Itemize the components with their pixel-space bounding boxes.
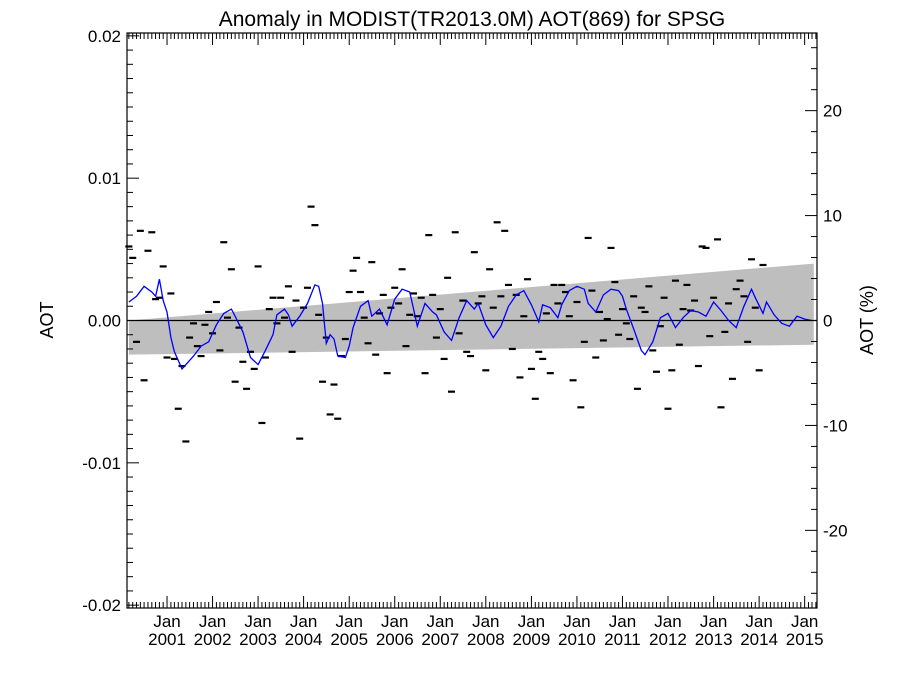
x-tick-year-label: 2012 (649, 630, 687, 649)
x-tick-month-label: Jan (791, 612, 818, 631)
y-tick-label: -0.01 (82, 454, 121, 473)
y-tick-label: 0.02 (88, 27, 121, 46)
x-tick-month-label: Jan (244, 612, 271, 631)
x-tick-year-label: 2002 (194, 630, 232, 649)
x-tick-month-label: Jan (336, 612, 363, 631)
y2-tick-label: 20 (823, 102, 842, 121)
x-tick-year-label: 2008 (467, 630, 505, 649)
x-tick-year-label: 2001 (148, 630, 186, 649)
x-tick-year-label: 2007 (421, 630, 459, 649)
plot-area: 0.020.010.00-0.01-0.0220100-10-20Jan2001… (82, 27, 847, 649)
y2-axis-label: AOT (%) (857, 285, 877, 355)
x-tick-year-label: 2014 (740, 630, 778, 649)
x-tick-year-label: 2006 (376, 630, 414, 649)
x-tick-month-label: Jan (290, 612, 317, 631)
y-tick-label: -0.02 (82, 596, 121, 615)
x-tick-year-label: 2011 (604, 630, 641, 649)
x-tick-month-label: Jan (563, 612, 590, 631)
x-tick-month-label: Jan (654, 612, 681, 631)
x-tick-month-label: Jan (745, 612, 772, 631)
x-tick-month-label: Jan (427, 612, 454, 631)
y-tick-label: 0.01 (88, 169, 121, 188)
x-tick-month-label: Jan (472, 612, 499, 631)
trend-band (128, 263, 814, 355)
smoothed-line (128, 279, 813, 371)
x-tick-month-label: Jan (199, 612, 226, 631)
x-tick-year-label: 2013 (695, 630, 733, 649)
x-tick-year-label: 2005 (330, 630, 368, 649)
y-tick-label: 0.00 (88, 312, 121, 331)
chart-title: Anomaly in MODIST(TR2013.0M) AOT(869) fo… (219, 8, 725, 31)
x-tick-month-label: Jan (153, 612, 180, 631)
x-tick-year-label: 2009 (513, 630, 551, 649)
x-tick-month-label: Jan (518, 612, 545, 631)
y-axis-label: AOT (37, 301, 57, 338)
x-tick-month-label: Jan (609, 612, 636, 631)
x-tick-year-label: 2015 (786, 630, 824, 649)
y2-tick-label: 0 (823, 312, 832, 331)
x-tick-year-label: 2010 (558, 630, 596, 649)
x-tick-month-label: Jan (700, 612, 727, 631)
y2-tick-label: 10 (823, 207, 842, 226)
x-tick-year-label: 2003 (239, 630, 277, 649)
y2-tick-label: -10 (823, 416, 848, 435)
y2-tick-label: -20 (823, 521, 848, 540)
x-tick-month-label: Jan (381, 612, 408, 631)
x-tick-year-label: 2004 (285, 630, 323, 649)
